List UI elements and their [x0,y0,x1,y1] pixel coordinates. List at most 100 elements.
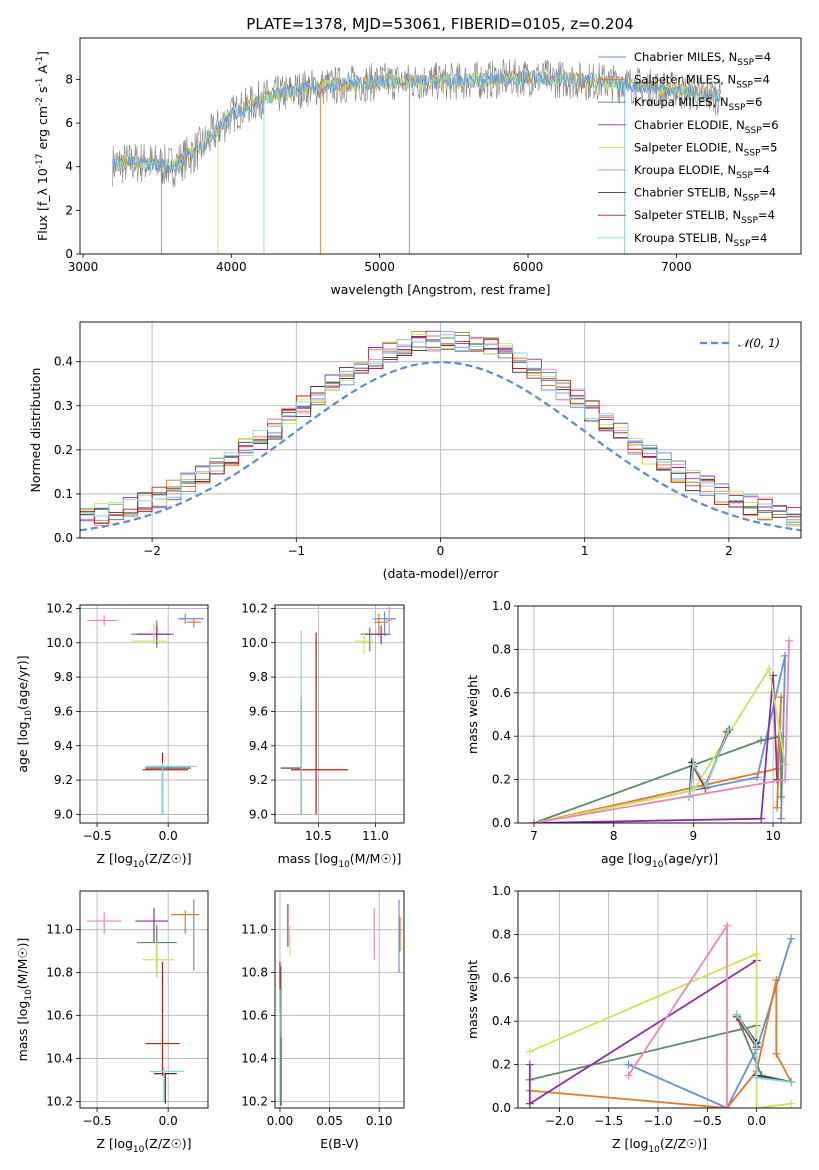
series-line [533,735,782,823]
y-tick-label: 0.4 [492,729,511,743]
massweight-Z-ylabel: mass weight [465,960,480,1039]
age-mass-frame [274,604,405,824]
y-tick-label: 9.4 [54,739,73,753]
errorbar-point [280,697,302,815]
legend-label: 𝒩(0, 1) [738,336,780,350]
y-tick-label: 0.2 [492,773,511,787]
x-tick-label: 0.0 [159,829,178,843]
x-tick-label: −1.5 [594,1114,623,1128]
x-tick-label: 8 [610,829,618,843]
series-line [528,959,758,1106]
x-tick-label: 7 [530,829,538,843]
series-point [689,760,698,769]
massweight-age-ylabel: mass weight [465,675,480,754]
series-point [723,921,732,930]
y-tick-label: 0.0 [492,816,511,830]
y-tick-label: 10.8 [241,966,268,980]
errorbar-point [142,752,189,815]
y-tick-label: 2 [65,203,73,217]
series-point [757,736,766,745]
residual-histogram [80,331,801,525]
age-mass-axes: 10.5 11.0 9.0 9.2 9.4 9.6 9.8 10.0 10.2 [241,601,404,843]
errorbar-point [153,1073,177,1104]
errorbar-point [135,908,169,943]
y-tick-label: 9.2 [249,773,268,787]
y-tick-label: 9.6 [249,704,268,718]
series-point [752,1041,761,1050]
spectrum-xlabel: wavelength [Angstrom, rest frame] [330,282,550,297]
legend-label: Kroupa ELODIE, NSSP​=4 [634,163,770,181]
massweight-age-lines [529,636,794,823]
series-point [785,636,794,645]
x-tick-label: −0.5 [82,829,111,843]
x-tick-label: −0.5 [693,1114,722,1128]
y-tick-label: 0.6 [492,686,511,700]
x-tick-label: 11.0 [362,829,389,843]
x-tick-label: 6000 [513,260,544,274]
x-tick-label: −1 [287,544,305,558]
series-point [772,1049,781,1058]
series-line [533,640,790,823]
x-tick-label: −2.0 [545,1114,574,1128]
y-tick-label: 0.0 [492,1101,511,1115]
series-point [773,775,782,784]
errorbar-point [149,1067,184,1102]
normal-curve [80,360,801,532]
y-tick-label: 1.0 [492,599,511,613]
errorbar-point [374,613,389,636]
legend-label: Salpeter MILES, NSSP​=4 [634,73,770,91]
y-tick-label: 9.8 [54,670,73,684]
errorbar-point [142,942,174,977]
mass-Z-xlabel: Z [log10​(Z/Z☉)] [96,1136,191,1155]
y-tick-label: 9.2 [54,773,73,787]
errorbar-point [354,632,374,655]
y-tick-label: 0.8 [492,642,511,656]
legend-label: Chabrier ELODIE, NSSP​=6 [634,118,779,136]
age-Z-errorbars [87,613,204,815]
series-point [752,1073,761,1082]
series-point [529,819,538,823]
y-tick-label: 9.4 [249,739,268,753]
residuals-frame [79,321,802,539]
series-point [787,934,796,943]
massweight-Z-xlabel: Z [log10​(Z/Z☉)] [612,1136,707,1155]
spectrum-legend: Chabrier MILES, NSSP​=4 Salpeter MILES, N… [598,50,779,249]
x-tick-label: −2 [143,544,161,558]
series-point [723,1104,732,1108]
residuals-axes: −2 −1 0 1 2 0.0 0.1 0.2 0.3 0.4 [54,322,801,558]
series-point [787,1099,796,1108]
series-line [736,1016,758,1048]
y-tick-label: 0.4 [54,355,73,369]
age-Z-xlabel: Z [log10​(Z/Z☉)] [96,851,191,870]
y-tick-label: 0.1 [54,487,73,501]
legend-label: Chabrier STELIB, NSSP​=4 [634,186,776,204]
errorbar-point [145,762,197,815]
series-point [757,814,766,823]
series-point [702,782,711,791]
series-point [525,1060,534,1069]
massweight-age-xlabel: age [log10​(age/yr)] [601,851,718,870]
spectrum-title: PLATE=1378, MJD=53061, FIBERID=0105, z=0… [246,15,633,33]
x-tick-label: 0.05 [316,1114,343,1128]
y-tick-label: 0.8 [492,927,511,941]
mass-Z-frame [79,890,209,1109]
massweight-Z-frame [517,890,802,1109]
y-tick-label: 4 [65,160,73,174]
legend-label: Salpeter ELODIE, NSSP​=5 [634,140,777,158]
y-tick-label: 0.4 [492,1014,511,1028]
y-tick-label: 10.8 [46,966,73,980]
y-tick-label: 0.3 [54,399,73,413]
series-point [777,792,786,801]
massweight-age-axes: 7 8 9 10 0.0 0.2 0.4 0.6 0.8 1.0 [492,599,801,843]
series-point [781,775,790,784]
y-tick-label: 0.6 [492,971,511,985]
errorbar-point [290,632,349,815]
x-tick-label: 0.0 [747,1114,766,1128]
y-tick-label: 1.0 [492,884,511,898]
y-tick-label: 10.4 [241,1052,268,1066]
age-mass-errorbars [280,606,397,815]
mass-Z-errorbars [87,899,200,1104]
mass-EBV-errorbars [279,899,401,1106]
y-tick-label: 10.2 [241,1095,268,1109]
x-tick-label: 4000 [216,260,247,274]
